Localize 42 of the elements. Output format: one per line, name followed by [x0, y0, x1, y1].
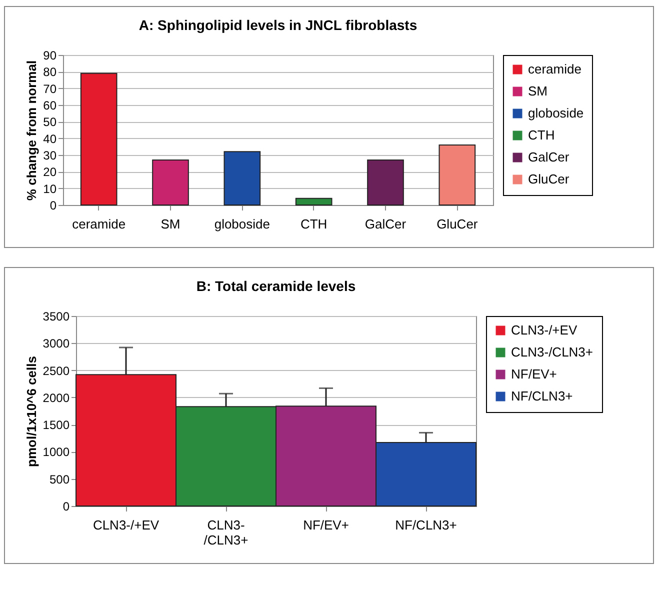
x-tick-label: ceramide	[72, 216, 126, 232]
legend-label: NF/CLN3+	[511, 388, 573, 404]
x-tick-label: GalCer	[364, 216, 407, 232]
y-tick-label: 1500	[42, 418, 70, 432]
y-tick-label: 1000	[42, 445, 70, 460]
y-tick-label: 10	[43, 182, 57, 196]
y-tick-label: 90	[43, 48, 57, 62]
y-tick-label: 80	[43, 65, 57, 80]
x-tick-label: globoside	[214, 216, 270, 232]
y-tick-label: 50	[43, 115, 57, 130]
y-tick-label: 500	[49, 472, 70, 486]
legend-label: GluCer	[528, 172, 570, 186]
y-tick-label: 20	[43, 165, 57, 180]
chart-title: A: Sphingolipid levels in JNCL fibroblasts	[138, 17, 418, 33]
legend-label: GalCer	[528, 150, 570, 164]
y-tick-label: 0	[50, 198, 57, 212]
legend-label: ceramide	[528, 62, 582, 76]
x-tick-label: CLN3-/+EV	[92, 518, 160, 532]
legend-label: globoside	[528, 106, 584, 120]
y-axis-title: pmol/1x10^6 cells	[24, 356, 39, 467]
y-axis-title: % change from normal	[24, 60, 40, 201]
y-tick-label: 0	[62, 500, 70, 514]
x-tick-label: CLN3-/CLN3+	[204, 518, 248, 548]
x-tick-label: SM	[160, 216, 180, 232]
x-tick-label: GluCer	[436, 216, 478, 232]
x-tick-label: NF/CLN3+	[395, 518, 457, 532]
y-tick-label: 2000	[42, 390, 70, 405]
y-tick-label: 70	[43, 82, 57, 96]
x-tick-label: NF/EV+	[303, 518, 349, 532]
legend-label: CTH	[528, 128, 555, 142]
y-tick-label: 60	[43, 98, 57, 112]
y-tick-label: 2500	[42, 364, 70, 378]
x-tick-label: CTH	[300, 216, 328, 232]
legend-label: SM	[528, 84, 548, 98]
y-tick-label: 40	[43, 132, 57, 146]
legend-label: CLN3-/CLN3+	[511, 344, 594, 360]
y-tick-label: 30	[43, 148, 57, 162]
legend-label: CLN3-/+EV	[511, 322, 578, 338]
y-tick-label: 3500	[42, 310, 70, 324]
legend-label: NF/EV+	[511, 366, 557, 382]
y-tick-label: 3000	[42, 336, 70, 351]
chart-title: B: Total ceramide levels	[196, 278, 356, 294]
